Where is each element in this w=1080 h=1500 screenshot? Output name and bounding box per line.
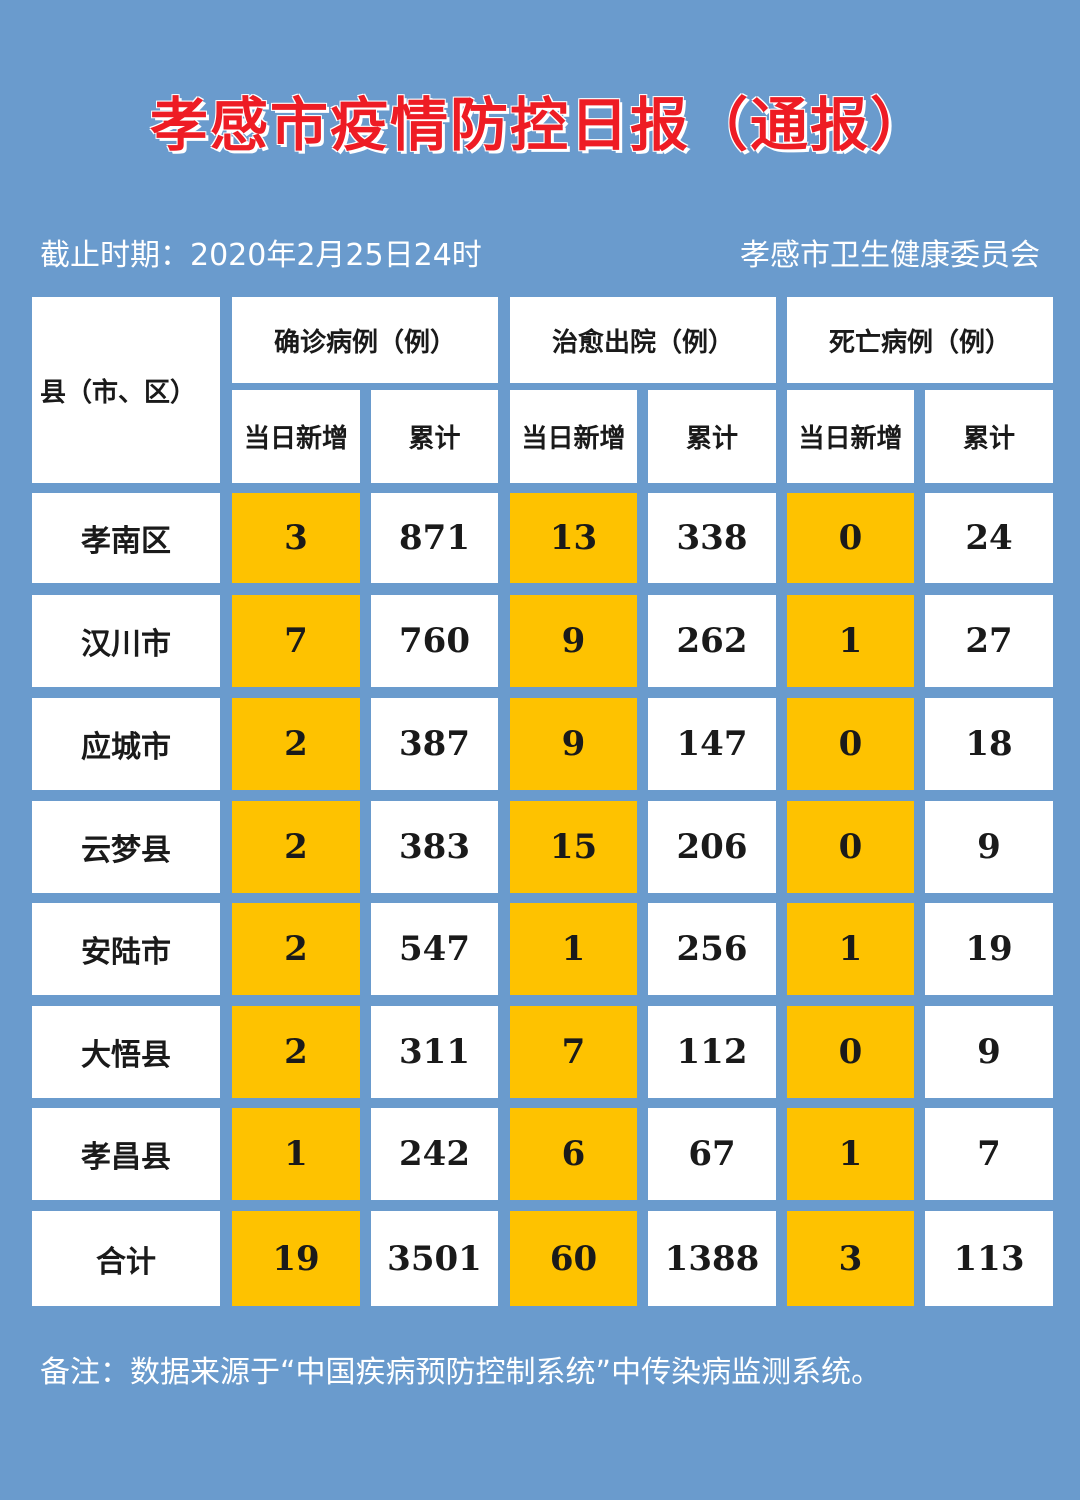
county-name: 孝南区 — [32, 493, 220, 583]
group-header-confirmed: 确诊病例（例） — [232, 297, 498, 383]
deaths-new: 1 — [787, 903, 914, 995]
recovered-total: 147 — [648, 698, 776, 790]
county-name: 大悟县 — [32, 1006, 220, 1098]
cutoff-time: 截止时期：2020年2月25日24时 — [40, 238, 482, 273]
confirmed-total: 387 — [371, 698, 498, 790]
deaths-total: 24 — [925, 493, 1053, 583]
subheader-confirmed-new: 当日新增 — [232, 390, 360, 483]
deaths-total: 9 — [925, 1006, 1053, 1098]
deaths-total: 9 — [925, 801, 1053, 893]
subheader-deaths-new: 当日新增 — [787, 390, 914, 483]
recovered-total: 338 — [648, 493, 776, 583]
recovered-total: 256 — [648, 903, 776, 995]
recovered-new: 15 — [510, 801, 637, 893]
subheader-recovered-new: 当日新增 — [510, 390, 637, 483]
confirmed-total: 3501 — [371, 1211, 498, 1306]
recovered-new: 6 — [510, 1108, 637, 1200]
recovered-total: 206 — [648, 801, 776, 893]
total-row-label: 合计 — [32, 1211, 220, 1306]
epidemic-table: 县（市、区） 确诊病例（例） 治愈出院（例） 死亡病例（例） 当日新增 累计 当… — [32, 297, 1056, 1306]
confirmed-new: 19 — [232, 1211, 360, 1306]
deaths-new: 1 — [787, 595, 914, 687]
deaths-new: 3 — [787, 1211, 914, 1306]
deaths-total: 19 — [925, 903, 1053, 995]
recovered-new: 60 — [510, 1211, 637, 1306]
recovered-new: 1 — [510, 903, 637, 995]
confirmed-new: 2 — [232, 698, 360, 790]
confirmed-total: 760 — [371, 595, 498, 687]
page-title: 孝感市疫情防控日报（通报） — [149, 91, 930, 159]
county-name: 汉川市 — [32, 595, 220, 687]
recovered-new: 9 — [510, 698, 637, 790]
county-name: 应城市 — [32, 698, 220, 790]
recovered-total: 262 — [648, 595, 776, 687]
recovered-new: 9 — [510, 595, 637, 687]
recovered-total: 1388 — [648, 1211, 776, 1306]
confirmed-new: 3 — [232, 493, 360, 583]
confirmed-total: 871 — [371, 493, 498, 583]
subheader-confirmed-total: 累计 — [371, 390, 498, 483]
recovered-new: 13 — [510, 493, 637, 583]
deaths-total: 7 — [925, 1108, 1053, 1200]
confirmed-new: 2 — [232, 1006, 360, 1098]
row-header: 县（市、区） — [32, 297, 220, 483]
deaths-new: 0 — [787, 801, 914, 893]
deaths-new: 0 — [787, 493, 914, 583]
recovered-new: 7 — [510, 1006, 637, 1098]
county-name: 云梦县 — [32, 801, 220, 893]
deaths-new: 0 — [787, 1006, 914, 1098]
confirmed-new: 2 — [232, 903, 360, 995]
deaths-total: 113 — [925, 1211, 1053, 1306]
group-header-recovered: 治愈出院（例） — [510, 297, 776, 383]
deaths-total: 18 — [925, 698, 1053, 790]
confirmed-total: 311 — [371, 1006, 498, 1098]
confirmed-total: 383 — [371, 801, 498, 893]
subheader-recovered-total: 累计 — [648, 390, 776, 483]
confirmed-new: 2 — [232, 801, 360, 893]
recovered-total: 67 — [648, 1108, 776, 1200]
recovered-total: 112 — [648, 1006, 776, 1098]
footnote: 备注：数据来源于“中国疾病预防控制系统”中传染病监测系统。 — [40, 1355, 882, 1390]
deaths-new: 0 — [787, 698, 914, 790]
deaths-new: 1 — [787, 1108, 914, 1200]
subheader-deaths-total: 累计 — [925, 390, 1053, 483]
group-header-deaths: 死亡病例（例） — [787, 297, 1053, 383]
county-name: 安陆市 — [32, 903, 220, 995]
confirmed-new: 7 — [232, 595, 360, 687]
confirmed-total: 547 — [371, 903, 498, 995]
deaths-total: 27 — [925, 595, 1053, 687]
confirmed-new: 1 — [232, 1108, 360, 1200]
county-name: 孝昌县 — [32, 1108, 220, 1200]
confirmed-total: 242 — [371, 1108, 498, 1200]
issuer: 孝感市卫生健康委员会 — [740, 238, 1040, 273]
